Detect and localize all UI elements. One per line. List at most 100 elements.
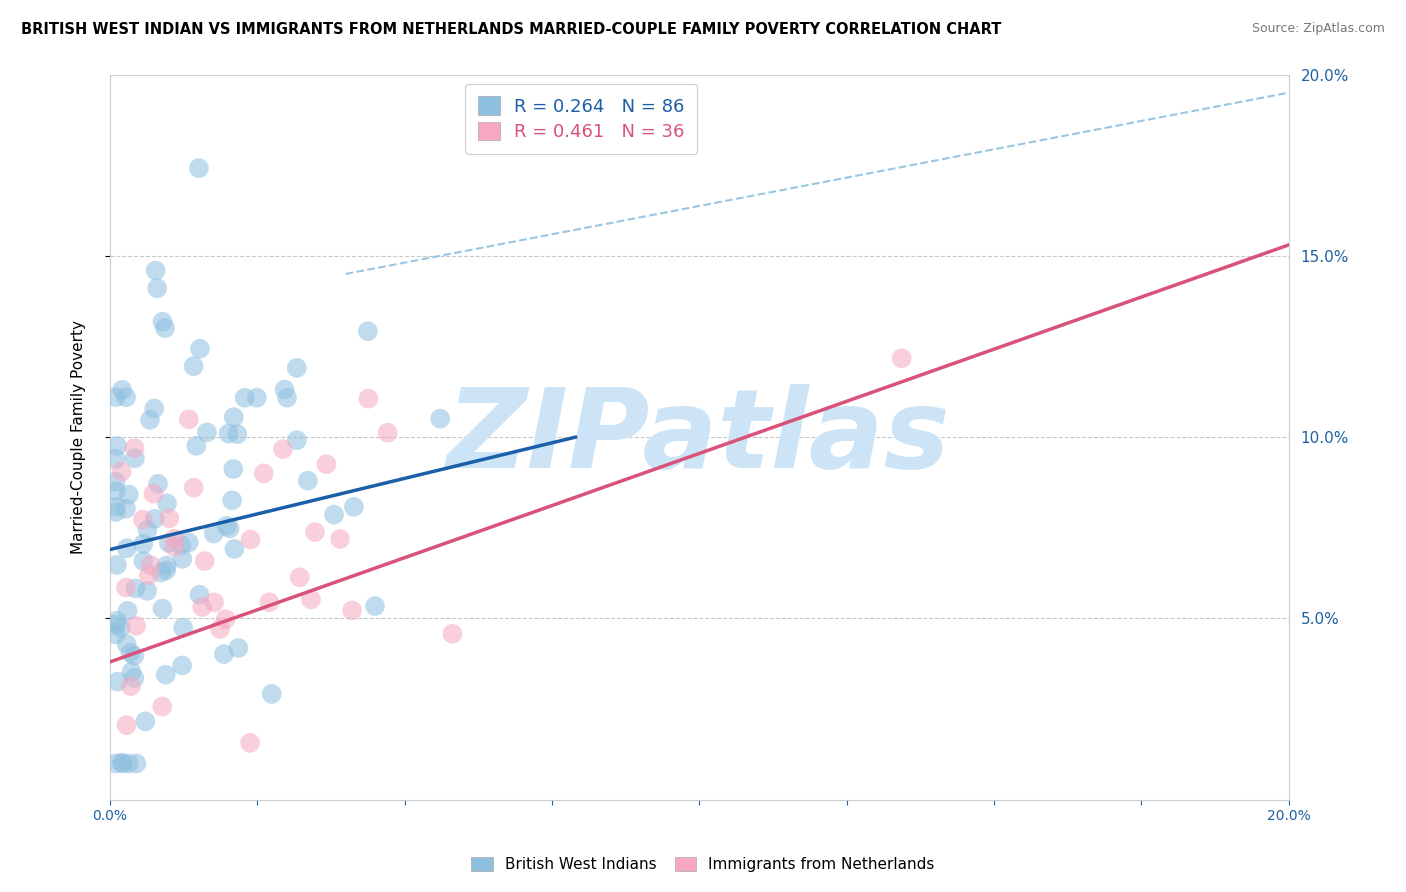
Point [218, 426, 240, 441]
Point [155, 667, 177, 681]
Point [115, 581, 138, 595]
Point [194, 554, 217, 568]
Point [156, 496, 179, 510]
Point [136, 523, 159, 537]
Point [115, 390, 138, 404]
Point [224, 541, 246, 556]
Point [104, 617, 127, 632]
Point [115, 541, 138, 556]
Point [170, 538, 193, 552]
Point [110, 465, 132, 479]
Point [212, 647, 235, 661]
Point [276, 391, 298, 405]
Point [132, 554, 155, 568]
Point [163, 540, 186, 554]
Point [202, 526, 225, 541]
Point [441, 627, 464, 641]
Point [188, 342, 211, 356]
Point [124, 451, 146, 466]
Point [222, 410, 245, 425]
Point [163, 532, 186, 546]
Text: Source: ZipAtlas.com: Source: ZipAtlas.com [1251, 22, 1385, 36]
Point [105, 439, 128, 453]
Point [150, 566, 173, 580]
Point [177, 412, 200, 426]
Point [195, 425, 218, 440]
Point [222, 462, 245, 476]
Point [285, 360, 308, 375]
Point [271, 442, 294, 456]
Point [104, 390, 127, 404]
Point [143, 401, 166, 416]
Point [228, 640, 250, 655]
Point [124, 582, 146, 596]
Point [157, 511, 180, 525]
Point [259, 595, 281, 609]
Point [118, 756, 141, 771]
Point [118, 487, 141, 501]
Point [150, 699, 173, 714]
Point [377, 425, 399, 440]
Point [124, 648, 146, 663]
Point [183, 481, 205, 495]
Point [156, 558, 179, 573]
Point [273, 383, 295, 397]
Point [186, 439, 208, 453]
Point [124, 671, 146, 685]
Point [107, 674, 129, 689]
Point [115, 501, 138, 516]
Point [246, 391, 269, 405]
Point [315, 457, 337, 471]
Point [132, 537, 155, 551]
Point [177, 535, 200, 549]
Point [125, 619, 148, 633]
Point [155, 563, 177, 577]
Point [157, 536, 180, 550]
Point [104, 451, 127, 466]
Point [215, 518, 238, 533]
Point [104, 500, 127, 514]
Point [233, 391, 256, 405]
Legend: R = 0.264   N = 86, R = 0.461   N = 36: R = 0.264 N = 86, R = 0.461 N = 36 [465, 84, 697, 153]
Point [239, 533, 262, 547]
Point [172, 552, 194, 566]
Point [364, 599, 387, 613]
Point [357, 392, 380, 406]
Point [152, 315, 174, 329]
Point [104, 756, 127, 771]
Point [111, 383, 134, 397]
Point [172, 621, 194, 635]
Point [890, 351, 912, 366]
Point [152, 601, 174, 615]
Point [143, 512, 166, 526]
Point [187, 161, 209, 176]
Point [340, 603, 363, 617]
Point [299, 592, 322, 607]
Point [125, 756, 148, 771]
Point [215, 612, 238, 626]
Point [146, 476, 169, 491]
Point [329, 532, 352, 546]
Point [120, 679, 142, 693]
Point [153, 321, 176, 335]
Point [288, 570, 311, 584]
Point [357, 324, 380, 338]
Point [110, 756, 132, 770]
Point [202, 595, 225, 609]
Y-axis label: Married-Couple Family Poverty: Married-Couple Family Poverty [72, 320, 86, 554]
Point [145, 263, 167, 277]
Point [429, 411, 451, 425]
Point [104, 475, 127, 489]
Point [188, 588, 211, 602]
Text: BRITISH WEST INDIAN VS IMMIGRANTS FROM NETHERLANDS MARRIED-COUPLE FAMILY POVERTY: BRITISH WEST INDIAN VS IMMIGRANTS FROM N… [21, 22, 1001, 37]
Point [297, 474, 319, 488]
Point [115, 637, 138, 651]
Point [139, 413, 162, 427]
Point [208, 622, 231, 636]
Point [117, 604, 139, 618]
Point [323, 508, 346, 522]
Point [105, 614, 128, 628]
Point [146, 281, 169, 295]
Point [104, 505, 127, 519]
Point [134, 714, 156, 729]
